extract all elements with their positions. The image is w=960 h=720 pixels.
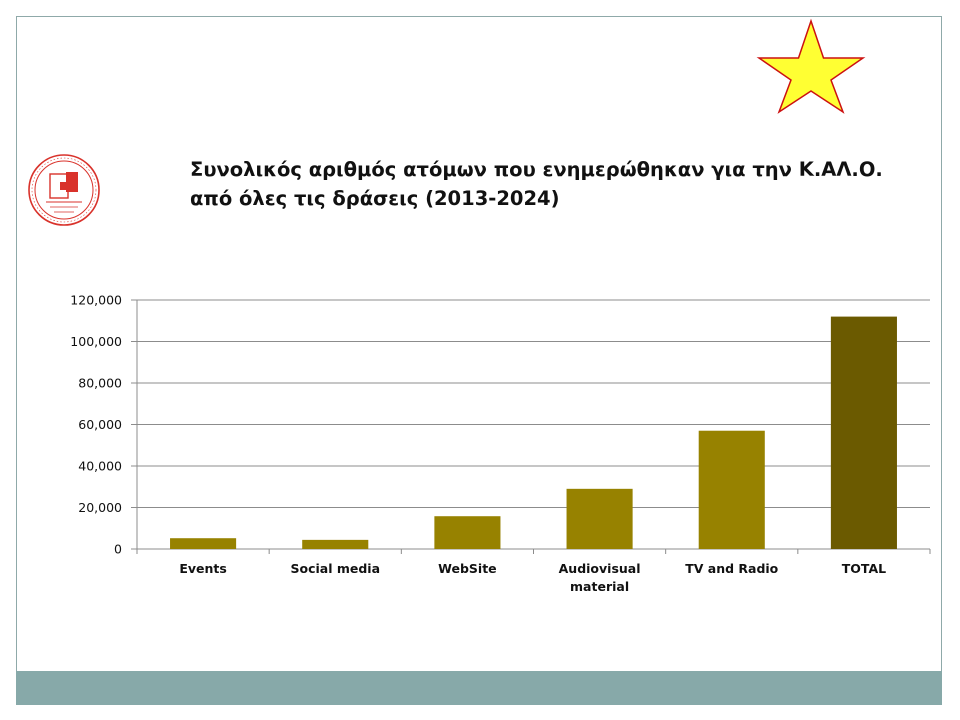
bar (566, 488, 633, 549)
y-tick-label: 20,000 (78, 500, 122, 515)
x-tick-label: WebSite (438, 561, 497, 576)
y-tick-label: 0 (114, 542, 122, 557)
y-tick-label: 120,000 (70, 293, 122, 308)
chart-title-line-2: από όλες τις δράσεις (2013-2024) (190, 187, 560, 210)
x-tick-label: Events (179, 561, 226, 576)
logo-seal (28, 154, 100, 226)
chart-title-line-1: Συνολικός αριθμός ατόμων που ενημερώθηκα… (190, 158, 883, 181)
bar (434, 516, 501, 549)
x-tick-label: TV and Radio (685, 561, 778, 576)
bar (698, 430, 765, 549)
star-icon (756, 18, 866, 114)
x-tick-label: TOTAL (842, 561, 886, 576)
bar (170, 538, 237, 549)
chart-title: Συνολικός αριθμός ατόμων που ενημερώθηκα… (190, 155, 920, 213)
x-tick-label: Audiovisual material (559, 561, 641, 594)
bar (302, 539, 369, 549)
y-tick-label: 80,000 (78, 376, 122, 391)
x-tick-label: Social media (290, 561, 380, 576)
y-tick-label: 100,000 (70, 334, 122, 349)
footer-band (16, 671, 942, 705)
y-tick-label: 40,000 (78, 459, 122, 474)
y-tick-label: 60,000 (78, 417, 122, 432)
slide-frame (16, 16, 942, 705)
bar (830, 316, 897, 549)
